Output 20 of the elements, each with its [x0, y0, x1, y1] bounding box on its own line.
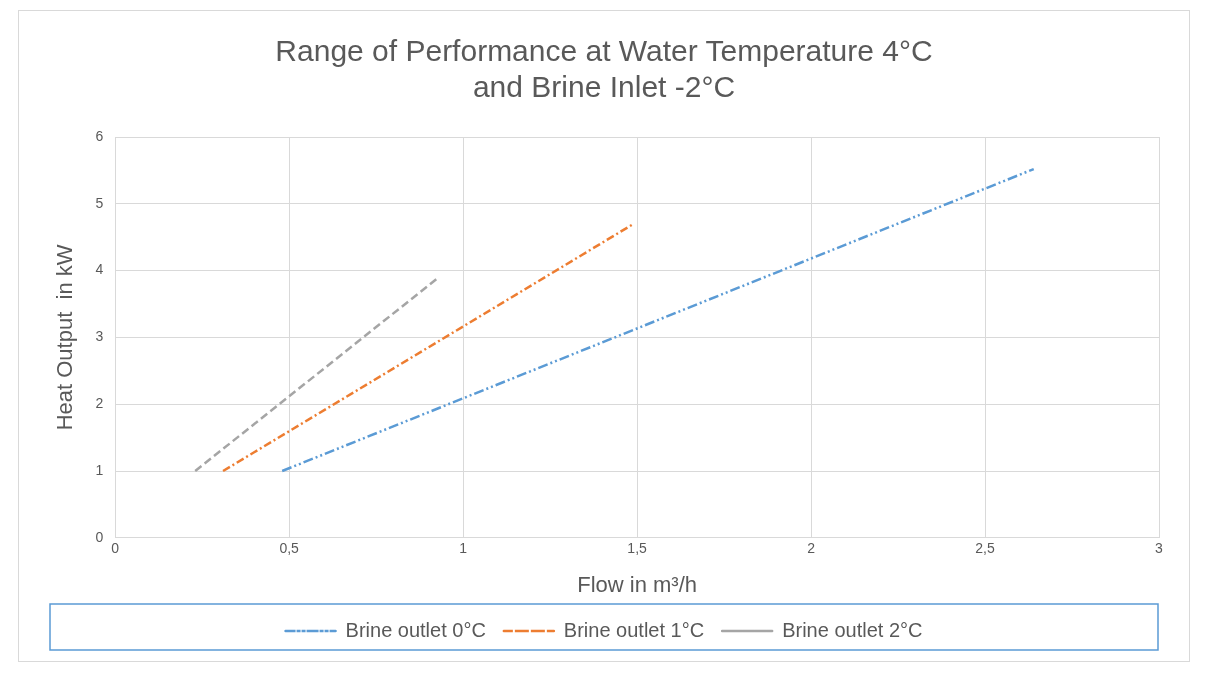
- y-tick-label: 6: [95, 127, 104, 144]
- x-tick-label: 2: [807, 540, 816, 557]
- legend-label: Brine outlet 2°C: [782, 618, 923, 641]
- legend-label: Brine outlet 0°C: [345, 618, 486, 641]
- y-tick-label: 4: [95, 261, 104, 278]
- y-tick-label: 2: [95, 395, 104, 412]
- x-tick-label: 2,5: [975, 540, 995, 557]
- y-tick-label: 1: [95, 461, 104, 478]
- x-tick-label: 0,5: [279, 540, 300, 557]
- chart-title: Range of Performance at Water Temperature 4°C and Brine Inlet -2°C: [275, 34, 933, 104]
- x-axis-title: Flow in m³/h: [577, 571, 697, 597]
- y-tick-label: 5: [95, 194, 104, 211]
- y-tick-label: 0: [95, 528, 104, 545]
- legend-label: Brine outlet 1°C: [563, 618, 705, 641]
- x-tick-label: 1: [459, 540, 468, 557]
- x-tick-label: 0: [111, 540, 120, 557]
- y-axis-title: Heat Output in kW: [52, 244, 78, 431]
- x-tick-label: 1,5: [627, 540, 648, 557]
- y-tick-label: 3: [95, 328, 104, 345]
- x-tick-label: 3: [1155, 540, 1164, 557]
